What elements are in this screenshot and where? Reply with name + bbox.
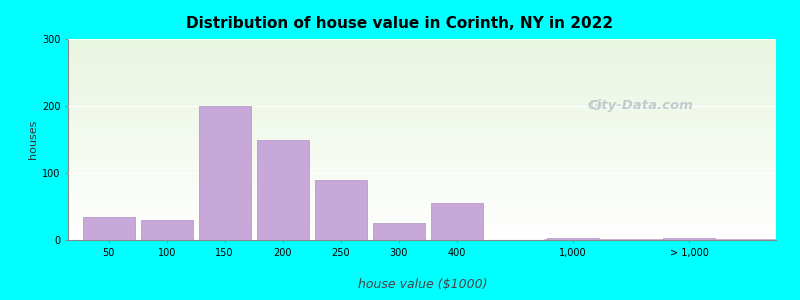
Text: City-Data.com: City-Data.com (587, 98, 693, 112)
Bar (430, 203, 483, 240)
Bar (198, 106, 251, 240)
Bar (82, 217, 134, 240)
Bar (663, 238, 715, 240)
Text: Distribution of house value in Corinth, NY in 2022: Distribution of house value in Corinth, … (186, 16, 614, 32)
Y-axis label: houses: houses (28, 120, 38, 159)
Text: house value ($1000): house value ($1000) (358, 278, 487, 291)
Text: ⊙: ⊙ (590, 98, 602, 112)
Bar (257, 140, 309, 240)
Bar (546, 238, 599, 240)
Bar (141, 220, 193, 240)
Bar (314, 180, 367, 240)
Bar (373, 223, 425, 240)
